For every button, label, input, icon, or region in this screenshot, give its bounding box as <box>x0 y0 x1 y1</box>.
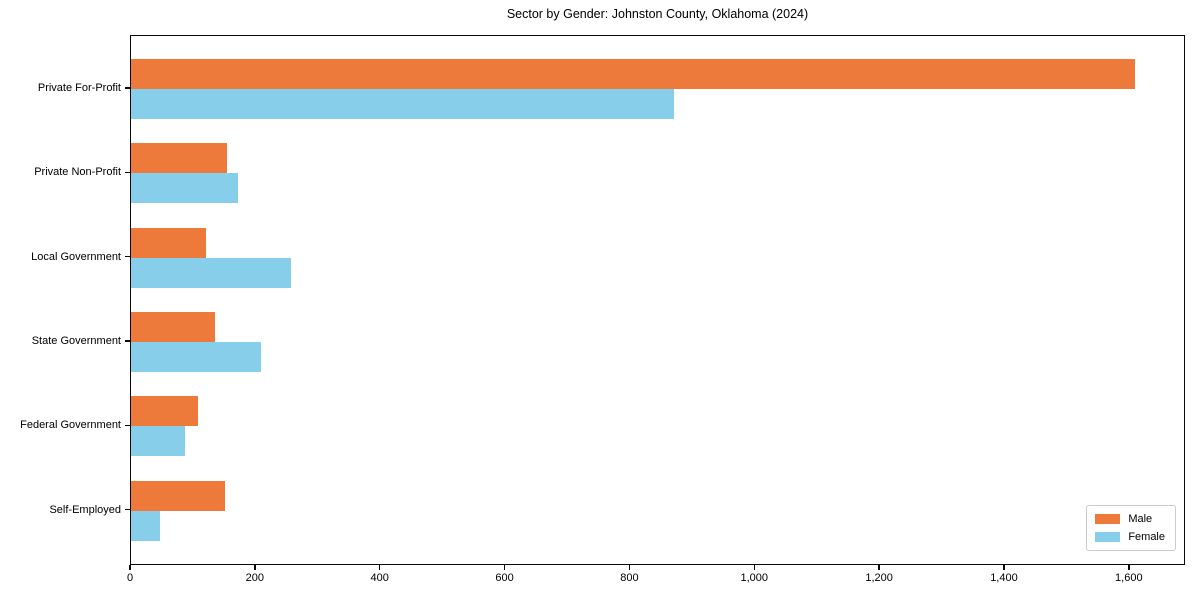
y-tick <box>125 87 130 89</box>
x-tick <box>878 565 880 570</box>
x-tick-label: 1,200 <box>865 572 893 584</box>
x-tick-label: 600 <box>495 572 514 584</box>
bar-male-private-non-profit <box>131 143 228 174</box>
y-tick-label: Federal Government <box>20 419 121 432</box>
x-tick <box>379 565 381 570</box>
bar-male-state-government <box>131 311 215 342</box>
bar-female-federal-government <box>131 426 186 457</box>
x-tick <box>1003 565 1005 570</box>
y-tick-label: Local Government <box>31 250 121 263</box>
y-tick <box>125 424 130 426</box>
x-tick <box>503 565 506 570</box>
y-tick <box>125 255 130 258</box>
plot-area: Male Female <box>130 35 1185 565</box>
x-tick-label: 800 <box>620 572 639 584</box>
legend-swatch-female <box>1095 532 1121 542</box>
x-tick <box>254 565 256 570</box>
y-tick-label: Private Non-Profit <box>34 166 121 179</box>
bar-female-state-government <box>131 341 261 372</box>
y-tick <box>125 171 130 173</box>
x-tick <box>628 565 631 570</box>
x-tick-label: 1,000 <box>740 572 769 584</box>
x-tick-label: 1,600 <box>1115 572 1143 584</box>
x-tick <box>753 565 755 570</box>
x-tick-label: 0 <box>126 572 134 584</box>
bar-male-local-government <box>131 227 206 258</box>
y-tick <box>125 340 130 342</box>
x-tick <box>1128 565 1130 570</box>
y-tick-label: State Government <box>31 334 121 347</box>
chart-title: Sector by Gender: Johnston County, Oklah… <box>506 7 809 21</box>
bar-male-self-employed <box>131 480 225 511</box>
legend: Male Female <box>1086 505 1176 551</box>
y-tick-label: Private For-Profit <box>37 82 121 94</box>
bar-male-federal-government <box>131 396 199 427</box>
bar-male-private-for-profit <box>131 59 1135 89</box>
legend-row-female: Female <box>1095 531 1165 543</box>
bar-female-private-for-profit <box>131 89 675 119</box>
bar-female-self-employed <box>131 510 160 541</box>
y-tick-label: Self-Employed <box>49 503 121 516</box>
legend-label-male: Male <box>1128 513 1153 525</box>
bar-female-local-government <box>131 257 291 288</box>
x-tick-label: 200 <box>245 572 265 584</box>
legend-row-male: Male <box>1095 513 1165 525</box>
legend-swatch-male <box>1095 514 1121 524</box>
x-tick-label: 1,400 <box>990 572 1018 584</box>
bar-female-private-non-profit <box>131 173 239 204</box>
x-tick <box>129 565 131 570</box>
legend-label-female: Female <box>1128 531 1165 543</box>
x-tick-label: 400 <box>370 572 389 584</box>
y-tick <box>125 508 130 511</box>
